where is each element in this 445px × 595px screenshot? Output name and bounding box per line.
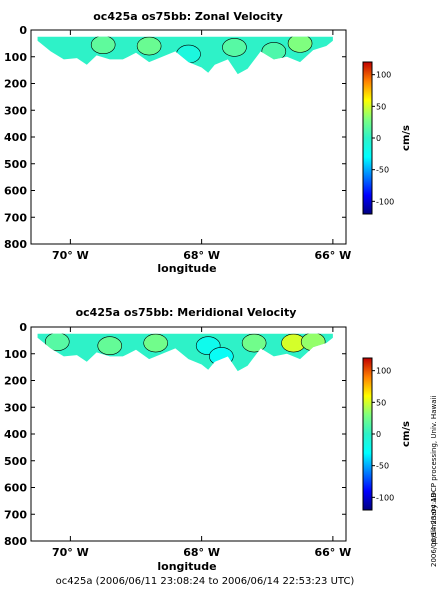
zonal-y-tick-label: 800: [4, 238, 27, 251]
zonal-y-tick-label: 0: [19, 24, 27, 37]
zonal-colorbar-tick-label: 0: [376, 134, 381, 143]
zonal-axes: 0 100 200 300 400 500 600 700 800 70° W 68° W 66° W: [4, 24, 351, 262]
meridional-velocity-patch: [44, 333, 70, 352]
zonal-colorbar-tick-label: -100: [376, 197, 394, 206]
meridional-velocity-patch: [300, 333, 326, 352]
meridional-axes: 0 100 200 300 400 500 600 700 800 70° W 68° W 66° W: [4, 321, 351, 559]
meridional-y-tick-label: 400: [4, 428, 27, 441]
zonal-colorbar: [362, 61, 373, 215]
meridional-colorbar: [362, 357, 373, 511]
zonal-colorbar-ticks: 100 50 0 -50 -100: [372, 71, 394, 206]
zonal-y-tick-label: 700: [4, 211, 27, 224]
zonal-velocity-patch: [136, 36, 162, 56]
zonal-colorbar-tick-label: -50: [376, 166, 389, 175]
meridional-x-tick-label: 68° W: [183, 546, 220, 559]
timestamp-note: 2006/06/14 23:04:19: [430, 493, 438, 567]
zonal-y-tick-label: 400: [4, 131, 27, 144]
meridional-colorbar-tick-label: 100: [376, 367, 391, 376]
meridional-velocity-patch: [143, 333, 168, 353]
meridional-y-tick-label: 800: [4, 535, 27, 548]
meridional-y-tick-label: 600: [4, 482, 27, 495]
meridional-y-tick-label: 0: [19, 321, 27, 334]
meridional-x-tick-label: 70° W: [52, 546, 89, 559]
zonal-x-axis-label: longitude: [157, 262, 216, 275]
zonal-x-tick-label: 66° W: [314, 249, 351, 262]
meridional-colorbar-tick-label: 0: [376, 430, 381, 439]
processing-note: preliminary ADCP processing, Univ. Hawai…: [430, 396, 438, 545]
zonal-y-tick-label: 200: [4, 78, 27, 91]
zonal-velocity-patch: [222, 38, 247, 57]
zonal-x-tick-label: 68° W: [183, 249, 220, 262]
zonal-velocity-patch: [176, 44, 201, 64]
meridional-colorbar-tick-label: -50: [376, 462, 389, 471]
zonal-y-tick-label: 300: [4, 104, 27, 117]
zonal-velocity-patch: [261, 42, 287, 61]
meridional-y-tick-label: 700: [4, 508, 27, 521]
zonal-velocity-panel: oc425a os75bb: Zonal Velocity 0 100 200 300…: [4, 10, 412, 275]
meridional-x-tick-label: 66° W: [314, 546, 351, 559]
meridional-velocity-field: [37, 333, 333, 372]
time-range-footer: oc425a (2006/06/11 23:08:24 to 2006/06/1…: [56, 576, 355, 587]
meridional-chart-title: oc425a os75bb: Meridional Velocity: [76, 306, 297, 319]
zonal-colorbar-tick-label: 50: [376, 102, 386, 111]
meridional-velocity-panel: oc425a os75bb: Meridional Velocity 0 100 2…: [4, 306, 412, 573]
meridional-velocity-patch: [97, 336, 123, 356]
zonal-colorbar-tick-label: 100: [376, 71, 391, 80]
zonal-chart-title: oc425a os75bb: Zonal Velocity: [93, 10, 283, 23]
meridional-colorbar-label: cm/s: [401, 421, 412, 447]
meridional-velocity-patch: [241, 333, 267, 353]
meridional-velocity-patch: [209, 347, 234, 366]
zonal-y-tick-label: 100: [4, 51, 27, 64]
zonal-velocity-patch: [90, 36, 116, 55]
meridional-x-axis-label: longitude: [157, 560, 216, 573]
zonal-velocity-patch: [287, 36, 313, 53]
zonal-velocity-field: [37, 36, 333, 75]
meridional-y-tick-label: 200: [4, 375, 27, 388]
zonal-y-tick-label: 600: [4, 185, 27, 198]
meridional-colorbar-tick-label: 50: [376, 398, 386, 407]
meridional-y-tick-label: 100: [4, 348, 27, 361]
meridional-y-tick-label: 500: [4, 455, 27, 468]
meridional-colorbar-ticks: 100 50 0 -50 -100: [372, 367, 394, 502]
zonal-y-tick-label: 500: [4, 158, 27, 171]
meridional-colorbar-tick-label: -100: [376, 493, 394, 502]
meridional-y-tick-label: 300: [4, 401, 27, 414]
zonal-x-tick-label: 70° W: [52, 249, 89, 262]
zonal-colorbar-label: cm/s: [401, 125, 412, 151]
